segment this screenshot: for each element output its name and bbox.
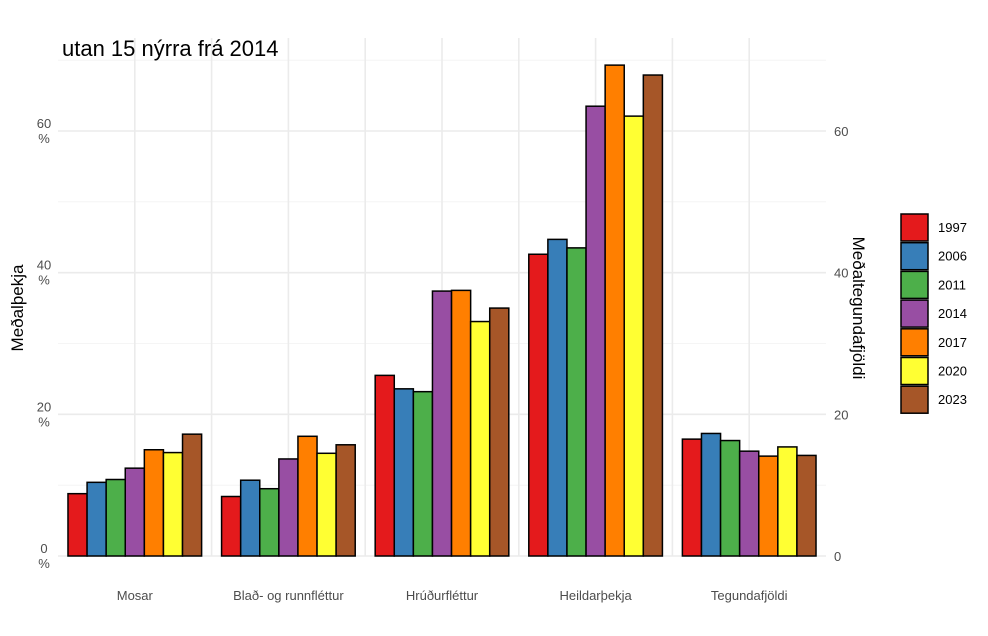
bar-2014 bbox=[278, 458, 299, 557]
y-right-tick-label: 20 bbox=[834, 407, 848, 422]
y-right-tick-label: 60 bbox=[834, 124, 848, 139]
bar-2006 bbox=[700, 432, 722, 557]
legend-key-2011 bbox=[900, 270, 929, 300]
y-right-tick-label: 40 bbox=[834, 266, 848, 281]
bar-1997 bbox=[528, 253, 549, 557]
legend-key-2020 bbox=[900, 356, 929, 386]
bar-2011 bbox=[412, 390, 434, 557]
bar-2014 bbox=[738, 450, 760, 557]
bar-2023 bbox=[488, 307, 510, 557]
legend-key-2014 bbox=[900, 299, 929, 328]
bar-2014 bbox=[431, 290, 453, 557]
legend-key-2023 bbox=[900, 385, 929, 414]
y-right-tick-label: 0 bbox=[834, 549, 841, 564]
bar-2014 bbox=[585, 105, 606, 557]
bars bbox=[67, 64, 817, 557]
legend-label-2020: 2020 bbox=[938, 364, 967, 379]
bar-2017 bbox=[757, 455, 779, 557]
legend-key-2017 bbox=[900, 328, 929, 357]
legend-label-2023: 2023 bbox=[938, 392, 967, 407]
bar-2006 bbox=[239, 479, 261, 557]
legend-label-2011: 2011 bbox=[938, 277, 966, 292]
legend: 1997 2006 2011 2014 2017 2020 2023 bbox=[900, 213, 967, 414]
y-tick-label: 40% bbox=[37, 258, 51, 288]
bar-2020 bbox=[316, 452, 337, 557]
bar-2023 bbox=[181, 433, 203, 557]
bar-1997 bbox=[681, 438, 703, 557]
bar-2011 bbox=[719, 439, 741, 557]
bar-2011 bbox=[105, 478, 127, 557]
bar-1997 bbox=[374, 374, 396, 557]
bar-2006 bbox=[393, 388, 415, 557]
bar-2011 bbox=[259, 487, 280, 557]
x-tick-label: Heildarþekja bbox=[559, 588, 632, 603]
bar-2011 bbox=[566, 247, 587, 557]
y-tick-label: 60% bbox=[37, 116, 51, 146]
bar-2017 bbox=[143, 449, 165, 557]
y-tick-label: 20% bbox=[37, 399, 51, 429]
legend-label-2014: 2014 bbox=[938, 306, 967, 321]
legend-label-2017: 2017 bbox=[938, 335, 967, 350]
bar-2020 bbox=[777, 446, 798, 557]
x-tick-label: Hrúðurfléttur bbox=[406, 588, 479, 603]
y-axis-title: Meðalþekja bbox=[8, 264, 27, 351]
chart-title: utan 15 nýrra frá 2014 bbox=[62, 36, 278, 61]
bar-2006 bbox=[547, 238, 568, 557]
legend-key-2006 bbox=[900, 241, 929, 271]
bar-2006 bbox=[86, 481, 107, 557]
bar-2014 bbox=[124, 467, 146, 557]
bar-2017 bbox=[297, 435, 318, 557]
bar-2020 bbox=[623, 115, 645, 557]
bar-1997 bbox=[220, 495, 242, 557]
bar-2020 bbox=[162, 451, 184, 557]
legend-label-1997: 1997 bbox=[938, 220, 967, 235]
bar-2020 bbox=[469, 320, 491, 557]
y-tick-label: 0% bbox=[38, 541, 50, 571]
x-tick-label: Tegundafjöldi bbox=[711, 588, 788, 603]
bar-1997 bbox=[67, 492, 88, 557]
y-axis-right-title: Meðaltegundafjöldi bbox=[849, 237, 868, 380]
legend-label-2006: 2006 bbox=[938, 249, 967, 264]
axes: 0 % 20 % 40 % 60 % 0 20 40 60 Mosar Blað- og runnflét… bbox=[37, 116, 849, 603]
bar-2017 bbox=[450, 289, 472, 557]
bar-2017 bbox=[604, 64, 625, 557]
bar-2023 bbox=[796, 454, 817, 557]
legend-key-1997 bbox=[900, 213, 929, 242]
x-tick-label: Blað- og runnfléttur bbox=[233, 588, 344, 603]
x-tick-label: Mosar bbox=[117, 588, 154, 603]
bar-2023 bbox=[335, 444, 356, 557]
bar-2023 bbox=[642, 74, 664, 557]
